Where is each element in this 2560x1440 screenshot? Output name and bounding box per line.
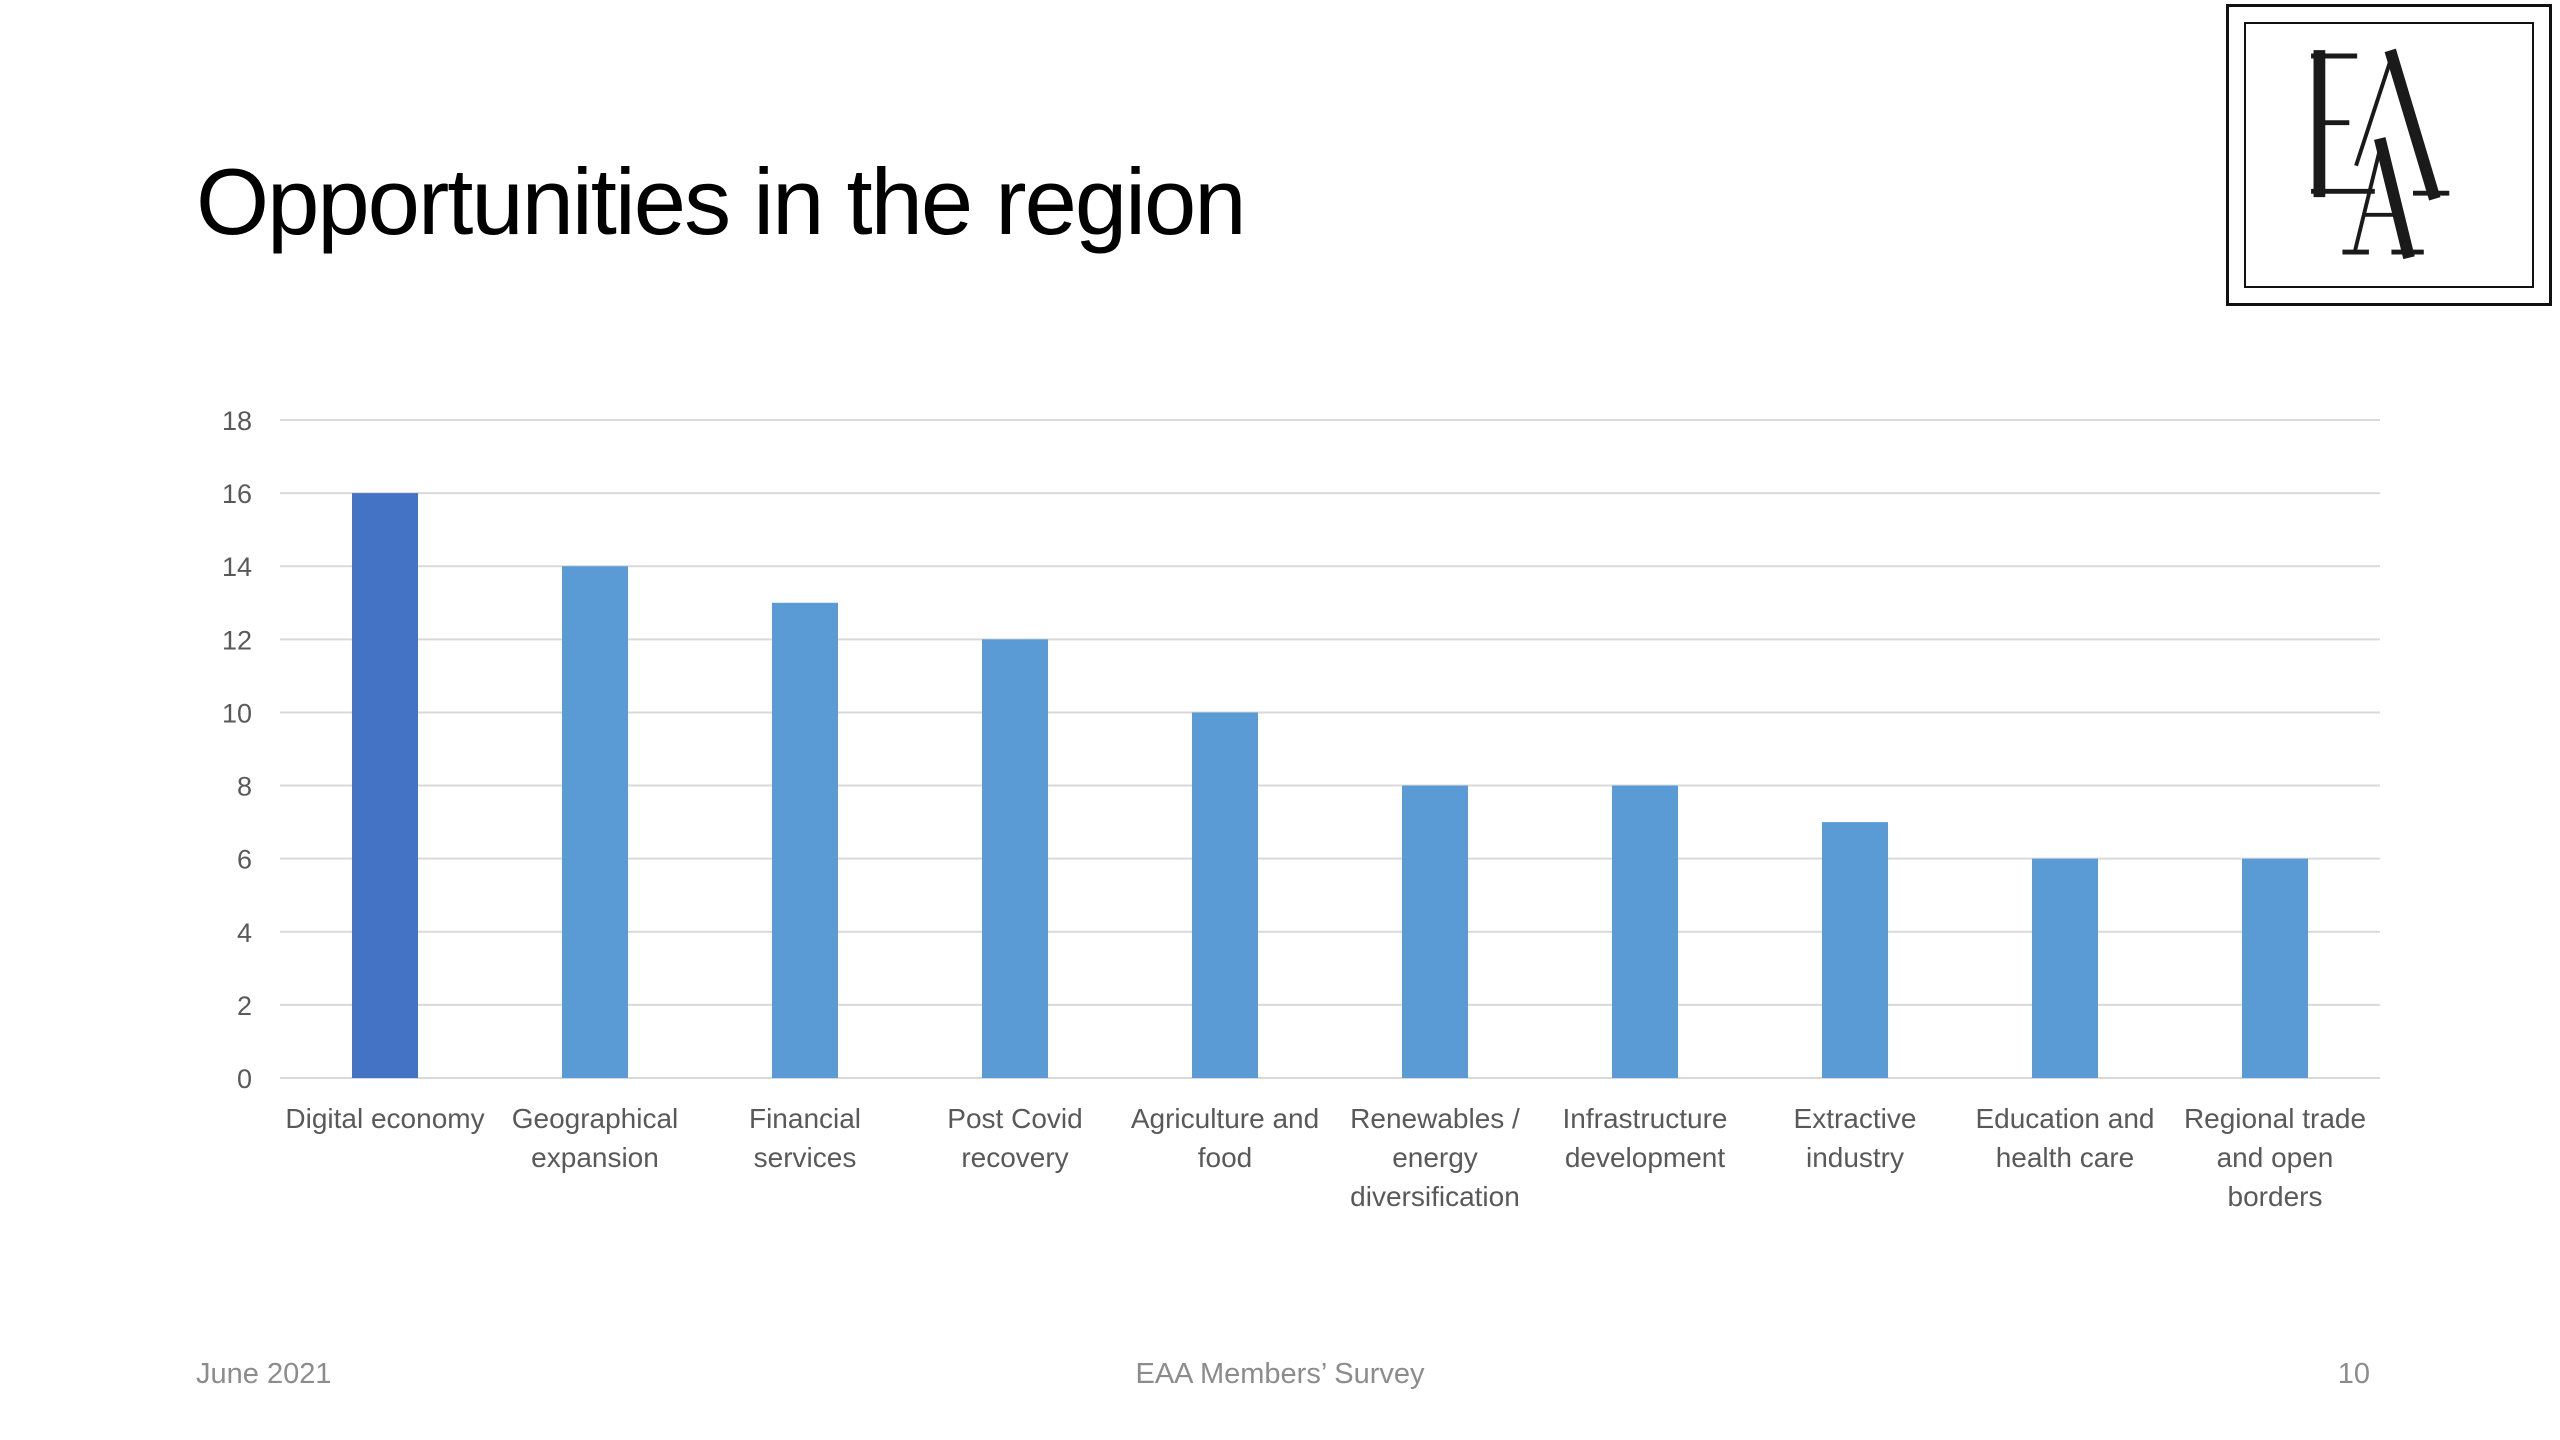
y-tick-label: 4: [237, 918, 252, 948]
y-tick-label: 16: [222, 479, 252, 509]
logo-inner-frame: [2244, 22, 2534, 288]
x-tick-label: Geographical expansion: [512, 1103, 679, 1173]
x-tick-label: Education and health care: [1975, 1103, 2154, 1173]
logo-monogram-icon: [2311, 48, 2450, 260]
x-tick-label: Infrastructure development: [1563, 1103, 1728, 1173]
x-tick-label: Digital economy: [285, 1103, 484, 1134]
x-tick-label: Extractive industry: [1794, 1103, 1917, 1173]
bar: [352, 493, 418, 1079]
y-tick-label: 10: [222, 698, 252, 728]
footer-date: June 2021: [196, 1358, 332, 1390]
eaa-logo: [2226, 4, 2552, 306]
bar: [2242, 858, 2308, 1078]
y-tick-label: 2: [237, 991, 252, 1021]
x-tick-label: Financial services: [749, 1103, 861, 1173]
y-tick-label: 6: [237, 845, 252, 875]
bar: [772, 602, 838, 1078]
x-tick-label: Regional trade and open borders: [2184, 1103, 2366, 1212]
slide-title: Opportunities in the region: [196, 149, 1247, 254]
y-tick-label: 14: [222, 552, 252, 582]
y-tick-label: 12: [222, 625, 252, 655]
bar: [1612, 785, 1678, 1078]
x-tick-label: Post Covid recovery: [947, 1103, 1082, 1173]
bar: [562, 566, 628, 1078]
bar: [1192, 712, 1258, 1078]
bar: [1822, 822, 1888, 1078]
y-tick-label: 0: [237, 1064, 252, 1094]
chart-svg: 0 2 4 6 8 10 12 14 16 18 Digital economy Geographic…: [222, 406, 2380, 1212]
footer-page-number: 10: [2337, 1358, 2370, 1390]
footer-source: EAA Members’ Survey: [1135, 1358, 1425, 1390]
y-tick-label: 18: [222, 406, 252, 436]
x-tick-label: Agriculture and food: [1131, 1103, 1319, 1173]
x-tick-label: Renewables / energy diversification: [1350, 1103, 1520, 1212]
bar-chart: 0 2 4 6 8 10 12 14 16 18 Digital economy Geographic…: [180, 390, 2420, 1240]
bar: [982, 639, 1048, 1078]
y-tick-label: 8: [237, 772, 252, 802]
bar: [2032, 858, 2098, 1078]
bar: [1402, 785, 1468, 1078]
